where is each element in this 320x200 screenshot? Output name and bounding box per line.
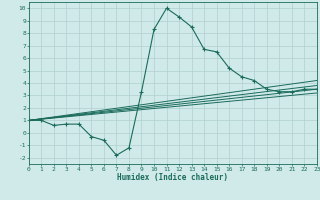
- X-axis label: Humidex (Indice chaleur): Humidex (Indice chaleur): [117, 173, 228, 182]
